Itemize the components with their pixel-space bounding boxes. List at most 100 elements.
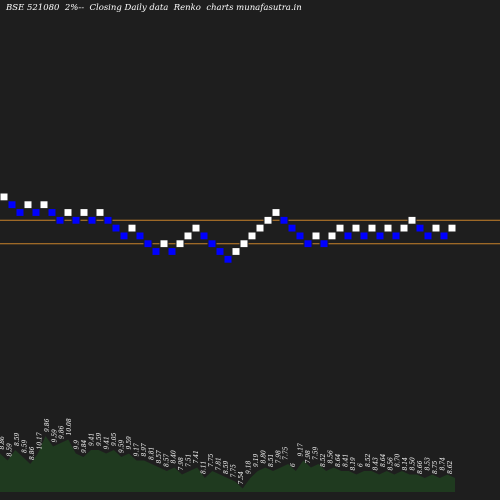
down-brick	[119, 231, 129, 241]
down-brick	[303, 239, 313, 249]
volume-label: 8.14	[402, 457, 409, 471]
down-brick	[319, 239, 329, 249]
volume-label: 7.75	[283, 446, 290, 460]
volume-label: 9.05	[111, 432, 118, 446]
volume-label: 7.41	[193, 450, 200, 463]
up-brick	[255, 223, 265, 233]
volume-label: 8.64	[380, 453, 387, 467]
volume-label: 6	[357, 463, 364, 467]
volume-label: 8.62	[447, 460, 454, 474]
volume-series	[0, 436, 455, 492]
volume-label: 9.17	[298, 443, 305, 457]
down-brick	[199, 231, 209, 241]
up-brick	[311, 231, 321, 241]
volume-label: 8.86	[0, 436, 6, 450]
volume-label: 8.59	[14, 432, 21, 446]
up-brick	[79, 208, 89, 217]
volume-label: 7.98	[178, 457, 185, 471]
volume-label: 9.59	[119, 439, 126, 453]
volume-area	[0, 436, 455, 492]
up-brick	[95, 208, 105, 217]
down-brick	[343, 231, 353, 241]
down-brick	[215, 247, 225, 256]
volume-label: 9.86	[44, 418, 51, 432]
chart-title: BSE 521080 2%-- Closing Daily data Renko…	[6, 3, 302, 13]
up-brick	[399, 223, 409, 233]
level-lines	[0, 219, 500, 245]
volume-label: 9.17	[133, 443, 140, 457]
volume-label: 8.56	[328, 450, 335, 464]
down-brick	[71, 215, 81, 225]
volume-label: 8.70	[395, 453, 402, 467]
up-brick	[383, 223, 393, 233]
volume-label: 8.80	[260, 450, 267, 464]
volume-label: 8.97	[141, 443, 148, 457]
volume-label: 8.57	[163, 453, 170, 467]
volume-label: 8.66	[417, 460, 424, 474]
up-brick	[431, 223, 441, 233]
volume-label: 8.11	[201, 461, 208, 474]
volume-label: 9.59	[126, 436, 133, 450]
volume-label: 8.59	[21, 439, 28, 453]
down-brick	[31, 208, 41, 217]
down-brick	[151, 247, 161, 256]
volume-label: 8.86	[29, 446, 36, 460]
up-brick	[367, 223, 377, 233]
volume-label: 8.50	[410, 457, 417, 471]
chart-description: Closing Daily data Renko charts munafasu…	[89, 3, 302, 13]
down-brick	[55, 215, 65, 225]
down-brick	[375, 231, 385, 241]
up-brick	[247, 231, 257, 241]
renko-bricks	[0, 192, 457, 264]
down-brick	[415, 223, 425, 233]
down-brick	[103, 215, 113, 225]
down-brick	[143, 239, 153, 249]
volume-label: 9.9	[74, 440, 81, 450]
up-brick	[127, 223, 137, 233]
up-brick	[231, 247, 241, 256]
up-brick	[23, 200, 33, 210]
volume-label: 7.75	[208, 453, 215, 467]
volume-label: 9.41	[89, 433, 96, 446]
volume-label: 7.98	[275, 450, 282, 464]
volume-label: 7.75	[231, 464, 238, 478]
volume-label: 9.18	[245, 460, 252, 474]
up-brick	[351, 223, 361, 233]
down-brick	[223, 254, 233, 264]
down-brick	[423, 231, 433, 241]
symbol-label: BSE 521080	[6, 3, 60, 13]
up-brick	[39, 200, 49, 210]
up-brick	[239, 239, 249, 249]
up-brick	[0, 192, 9, 202]
volume-label: 8.59	[7, 443, 14, 457]
down-brick	[359, 231, 369, 241]
volume-label: 8.81	[148, 447, 155, 460]
up-brick	[183, 231, 193, 241]
volume-label: 8.43	[372, 457, 379, 471]
down-brick	[279, 215, 289, 225]
volume-label: 9.41	[104, 436, 111, 449]
volume-label: 9.84	[81, 439, 88, 453]
down-brick	[167, 247, 177, 256]
down-brick	[135, 231, 145, 241]
volume-label: 7.51	[186, 454, 193, 467]
up-brick	[407, 215, 417, 225]
volume-label: 9.19	[253, 453, 260, 467]
volume-label: 6	[290, 463, 297, 467]
down-brick	[47, 208, 57, 217]
volume-label: 8.57	[156, 450, 163, 464]
volume-label: 8.53	[425, 457, 432, 471]
down-brick	[391, 231, 401, 241]
volume-label: 9.86	[59, 425, 66, 439]
up-brick	[63, 208, 73, 217]
volume-label: 9.59	[51, 429, 58, 443]
volume-label: 10.08	[66, 418, 73, 435]
up-brick	[327, 231, 337, 241]
volume-label: 10.17	[36, 432, 43, 449]
down-brick	[7, 200, 17, 210]
down-brick	[87, 215, 97, 225]
volume-label: 8.52	[365, 453, 372, 467]
volume-label: 8.40	[171, 450, 178, 464]
